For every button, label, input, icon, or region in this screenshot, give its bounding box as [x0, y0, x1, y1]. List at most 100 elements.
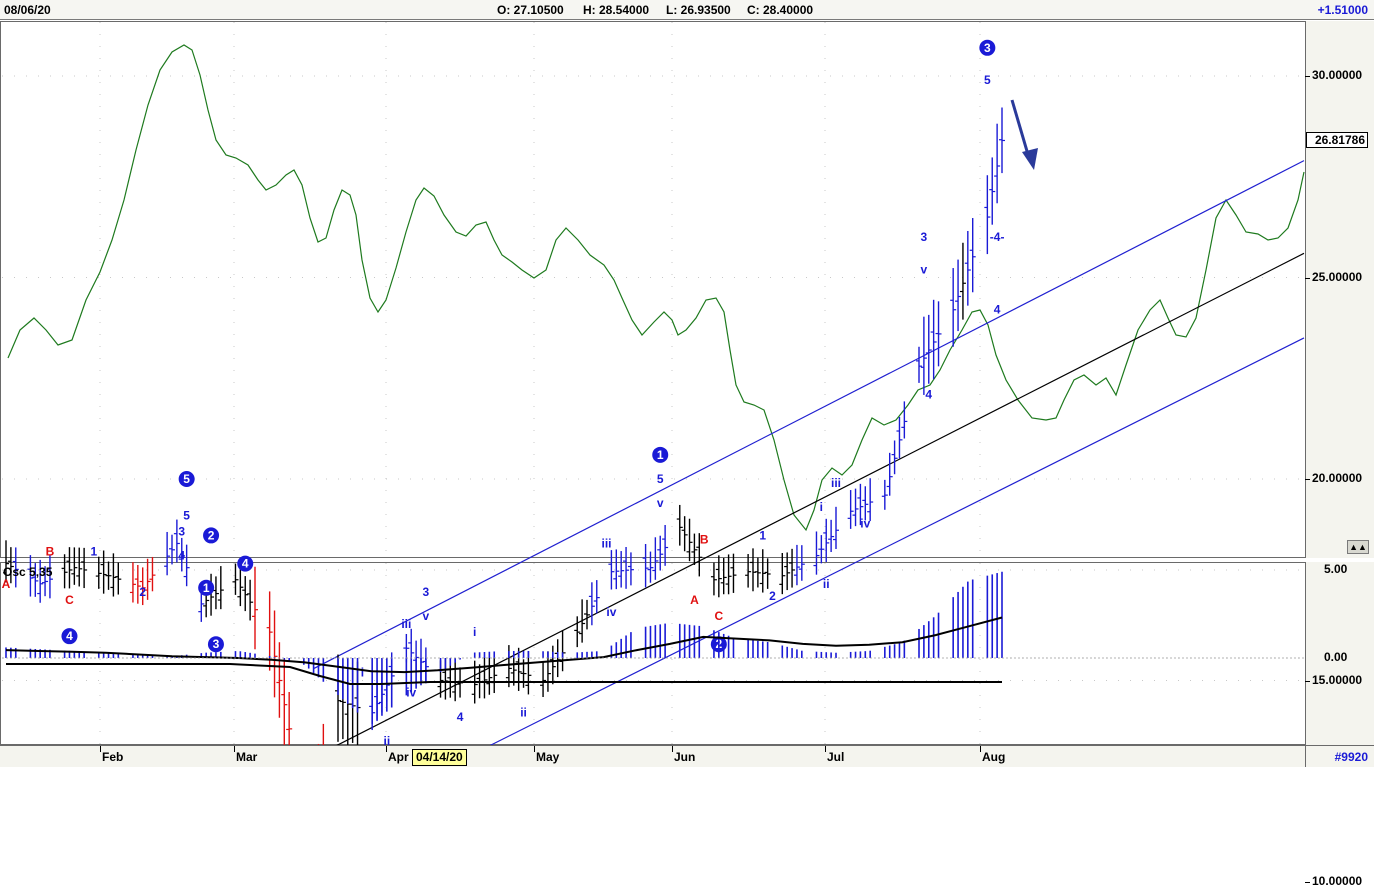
chart-id: #9920: [1334, 750, 1368, 764]
price-bar: [857, 483, 864, 526]
price-bar: [149, 556, 156, 592]
price-bar: [725, 554, 732, 595]
price-bar: [129, 562, 136, 603]
price-bar: [828, 519, 835, 552]
chart-canvas: ABC4123455123450.91212iiiiiiiv3v4iiiiiii…: [2, 22, 1305, 767]
svg-text:1: 1: [203, 581, 210, 595]
price-bar: [852, 488, 859, 527]
price-bar: [588, 582, 595, 626]
wave-count-label: C: [714, 609, 723, 623]
header-close: C: 28.40000: [747, 3, 814, 17]
price-bar: [959, 242, 966, 320]
month-tick-mark: [234, 746, 235, 752]
price-bar: [247, 579, 254, 621]
price-bar: [964, 230, 971, 306]
price-bar: [730, 553, 737, 593]
price-bar: [676, 504, 683, 546]
price-bar: [681, 516, 688, 552]
price-tick-mark: [1305, 680, 1310, 682]
price-bar: [686, 518, 693, 562]
last-price-marker: 26.81786: [1306, 132, 1368, 148]
price-bar: [76, 547, 83, 587]
cursor-date-box: 04/14/20: [412, 749, 467, 766]
price-bar: [779, 552, 786, 595]
oscillator-axis[interactable]: [1305, 562, 1374, 745]
wave-count-label: 4: [994, 303, 1001, 317]
cycle-indicator-line: [7, 44, 1305, 532]
wave-count-label: 4: [925, 387, 932, 401]
price-tick-label: 20.00000: [1312, 471, 1363, 485]
wave-count-label: -4-: [990, 230, 1005, 244]
price-bar: [252, 566, 258, 650]
month-label: Aug: [982, 750, 1006, 764]
price-bar: [950, 268, 957, 347]
price-tick-mark: [1305, 882, 1310, 883]
price-bar: [833, 506, 839, 549]
channel-lower-line: [445, 337, 1305, 767]
wave-count-label: iv: [406, 686, 416, 700]
month-label: Apr: [388, 750, 409, 764]
zoom-button[interactable]: ▲▲: [1347, 540, 1369, 554]
price-bar: [183, 544, 190, 587]
month-tick-mark: [386, 746, 387, 752]
price-bar: [608, 550, 615, 590]
price-bar: [281, 658, 288, 746]
month-tick-mark: [825, 746, 826, 752]
price-bar: [999, 107, 1005, 174]
price-bar: [12, 547, 19, 588]
price-bar: [237, 563, 244, 607]
price-bar: [691, 533, 698, 565]
wave-count-label: 3: [423, 585, 430, 599]
price-bar: [657, 535, 664, 571]
svg-text:3: 3: [213, 637, 220, 651]
month-label: May: [536, 750, 560, 764]
price-bar: [627, 552, 634, 586]
price-bar: [271, 610, 278, 698]
wave-count-label: A: [690, 593, 699, 607]
wave-count-label: B: [46, 545, 55, 559]
svg-text:2: 2: [208, 528, 215, 542]
date-axis[interactable]: Feb Mar Apr May Jun Jul Aug 04/14/20: [0, 745, 1305, 767]
price-bar: [66, 547, 73, 589]
price-bar: [916, 346, 922, 383]
price-bar: [813, 531, 820, 575]
wave-count-circle-label: 1: [652, 446, 669, 463]
price-bar: [764, 558, 771, 589]
price-bar: [61, 554, 68, 589]
price-bar: [613, 549, 620, 590]
chart-id-box: #9920: [1305, 745, 1374, 767]
svg-text:4: 4: [66, 629, 73, 643]
price-bar: [930, 299, 937, 380]
wave-count-label: i: [361, 665, 364, 679]
price-bar: [618, 551, 625, 588]
price-pane[interactable]: [0, 21, 1306, 558]
price-bar: [867, 478, 874, 521]
price-bar: [652, 537, 659, 580]
price-bar: [549, 645, 556, 685]
wave-count-label: 4: [178, 549, 185, 563]
price-tick-mark: [1305, 277, 1310, 279]
price-bar: [217, 566, 224, 610]
wave-count-circle-label: 1: [198, 579, 215, 596]
price-axis[interactable]: [1305, 21, 1374, 558]
wave-count-label: i: [473, 625, 476, 639]
price-tick-mark: [1305, 76, 1310, 77]
month-label: Mar: [236, 750, 258, 764]
price-bar: [955, 259, 962, 332]
price-bar: [798, 545, 805, 581]
svg-text:3: 3: [984, 41, 991, 55]
price-bar: [37, 559, 44, 603]
wave-count-label: iii: [831, 476, 841, 490]
price-bar: [164, 531, 171, 576]
price-bar: [989, 157, 996, 225]
wave-count-label: 2: [139, 585, 146, 599]
price-bar: [574, 616, 581, 648]
price-tick-label: 10.00000: [1312, 874, 1363, 888]
price-bar: [212, 576, 219, 610]
wave-count-circle-label: 2: [203, 527, 220, 544]
osc-tick-label: 5.00: [1324, 562, 1348, 576]
price-tick-label: 25.00000: [1312, 269, 1363, 284]
wave-count-label: 5: [657, 472, 664, 486]
month-label: Feb: [102, 750, 124, 764]
oscillator-pane[interactable]: [0, 562, 1306, 745]
